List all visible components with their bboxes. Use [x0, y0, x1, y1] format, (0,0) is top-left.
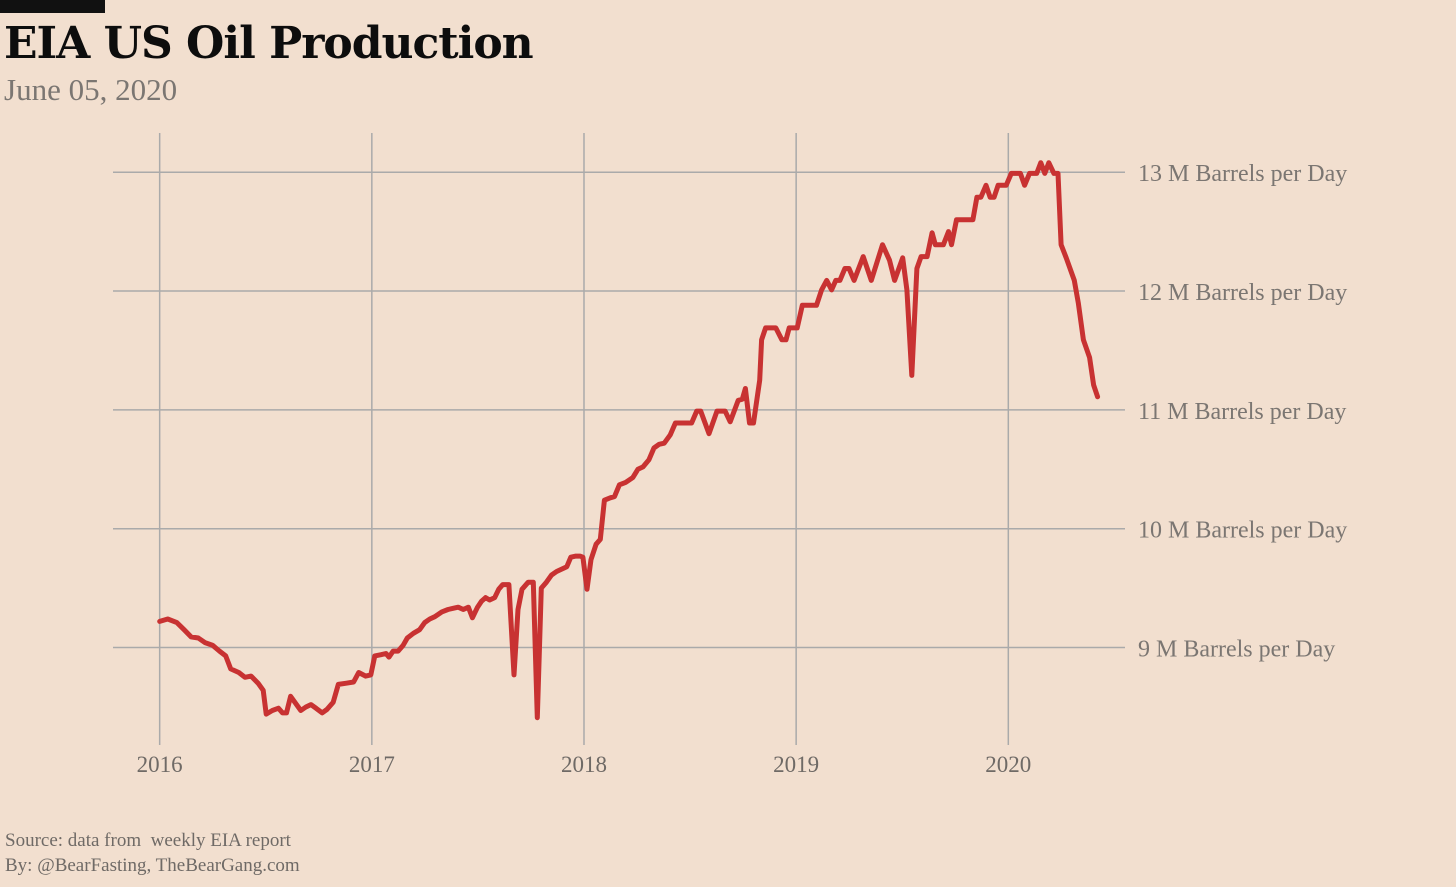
byline: By: @BearFasting, TheBearGang.com	[5, 855, 300, 876]
x-tick-label: 2016	[137, 752, 183, 777]
x-tick-label: 2020	[985, 752, 1031, 777]
footer: Source: data from weekly EIA report By: …	[5, 828, 300, 878]
y-tick-label: 10 M Barrels per Day	[1138, 518, 1347, 544]
oil-production-line	[157, 160, 1101, 721]
y-tick-label: 12 M Barrels per Day	[1138, 280, 1347, 306]
x-tick-label: 2018	[561, 752, 607, 777]
grid	[113, 133, 1125, 745]
source-note: Source: data from weekly EIA report	[5, 830, 291, 851]
x-tick-label: 2019	[773, 752, 819, 777]
chart-subtitle: June 05, 2020	[4, 72, 178, 107]
y-tick-label: 11 M Barrels per Day	[1138, 399, 1346, 425]
y-tick-label: 13 M Barrels per Day	[1138, 161, 1347, 187]
series	[157, 160, 1101, 721]
title-accent-bar	[0, 0, 105, 13]
y-tick-label: 9 M Barrels per Day	[1138, 637, 1335, 663]
chart-title: EIA US Oil Production	[4, 18, 534, 69]
x-tick-label: 2017	[349, 752, 395, 777]
tick-labels: 9 M Barrels per Day 10 M Barrels per Day 1…	[137, 161, 1348, 777]
